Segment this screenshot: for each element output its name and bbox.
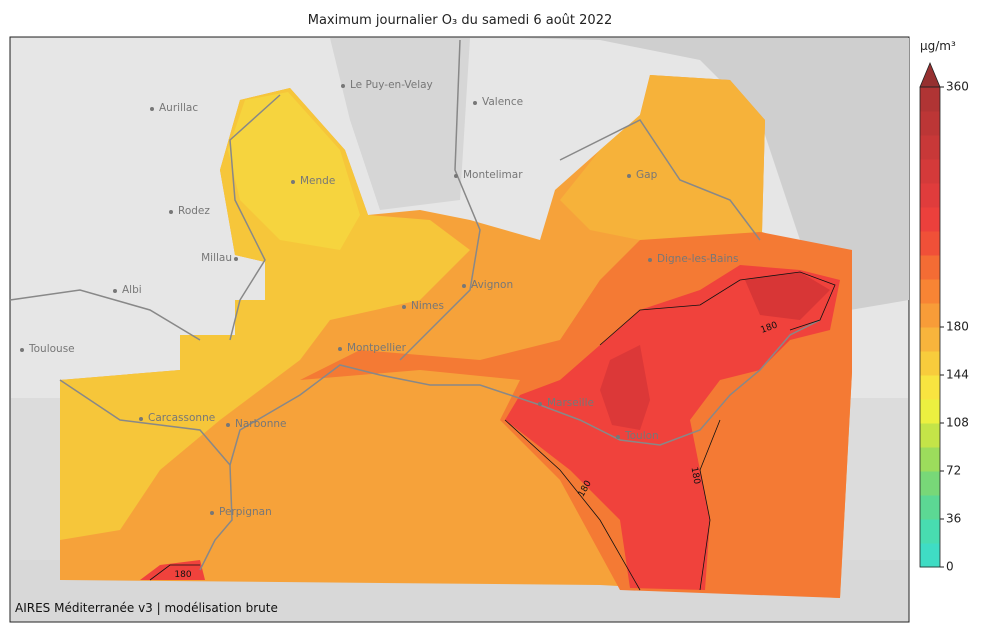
colorbar-band: [920, 519, 940, 544]
city-dot: [473, 101, 477, 105]
colorbar-band: [920, 423, 940, 448]
city-label: Rodez: [178, 205, 210, 217]
colorbar-band: [920, 135, 940, 160]
city-dot: [454, 174, 458, 178]
colorbar-band: [920, 351, 940, 376]
colorbar-band: [920, 495, 940, 520]
colorbar-tick-label: 180: [946, 320, 969, 334]
colorbar-tick-label: 360: [946, 80, 969, 94]
city-dot: [616, 435, 620, 439]
city-dot: [291, 180, 295, 184]
colorbar-band: [920, 255, 940, 280]
colorbar-band: [920, 279, 940, 304]
contour-180: [149, 271, 836, 591]
colorbar-band: [920, 303, 940, 328]
city-label: Toulouse: [28, 343, 75, 355]
colorbar-band: [920, 543, 940, 568]
city-dot: [210, 511, 214, 515]
city-label: Nimes: [411, 300, 444, 312]
city-label: Avignon: [471, 279, 513, 291]
map-title: Maximum journalier O₃ du samedi 6 août 2…: [308, 13, 612, 28]
colorbar-tick-label: 72: [946, 464, 961, 478]
colorbar-band: [920, 231, 940, 256]
colorbar-band: [920, 471, 940, 496]
city-label: Toulon: [624, 430, 659, 442]
city-dot: [169, 210, 173, 214]
contour-label: 180: [174, 570, 191, 580]
city-dot: [20, 348, 24, 352]
colorbar-tick-label: 0: [946, 560, 954, 574]
colorbar-tick-label: 144: [946, 368, 969, 382]
colorbar-tick-label: 108: [946, 416, 969, 430]
borders: [9, 39, 821, 571]
ozone-field: [60, 75, 852, 598]
city-dot: [402, 305, 406, 309]
credit: AIRES Méditerranée v3 | modélisation bru…: [15, 601, 278, 615]
colorbar-band: [920, 87, 940, 112]
city-label: Gap: [636, 169, 658, 181]
city-label: Aurillac: [159, 102, 198, 114]
colorbar-tick-label: 36: [946, 512, 961, 526]
city-label: Perpignan: [219, 506, 272, 518]
city-dot: [341, 84, 345, 88]
city-label: Montpellier: [347, 342, 407, 354]
city-dot: [234, 257, 238, 261]
city-label: Montelimar: [463, 169, 523, 181]
city-dot: [338, 347, 342, 351]
colorbar-band: [920, 327, 940, 352]
city-dot: [113, 289, 117, 293]
city-dot: [648, 258, 652, 262]
city-label: Digne-les-Bains: [657, 253, 739, 265]
city-label: Marseille: [547, 397, 594, 409]
colorbar-band: [920, 207, 940, 232]
colorbar-unit: µg/m³: [920, 39, 956, 53]
city-label: Narbonne: [235, 418, 286, 430]
colorbar-band: [920, 111, 940, 136]
city-label: Valence: [482, 96, 523, 108]
city-label: Millau: [201, 252, 232, 264]
city-label: Albi: [122, 284, 142, 296]
colorbar-band: [920, 159, 940, 184]
colorbar-extend: [919, 61, 941, 88]
city-dot: [462, 284, 466, 288]
city-label: Mende: [300, 175, 335, 187]
colorbar-band: [920, 399, 940, 424]
city-dot: [627, 174, 631, 178]
colorbar-band: [920, 447, 940, 472]
city-dot: [150, 107, 154, 111]
contour-label: 180: [689, 466, 702, 485]
city-label: Carcassonne: [148, 412, 215, 424]
city-dot: [139, 417, 143, 421]
colorbar-band: [920, 375, 940, 400]
city-label: Le Puy-en-Velay: [350, 79, 433, 91]
city-dot: [226, 423, 230, 427]
colorbar-band: [920, 183, 940, 208]
city-dot: [538, 402, 542, 406]
